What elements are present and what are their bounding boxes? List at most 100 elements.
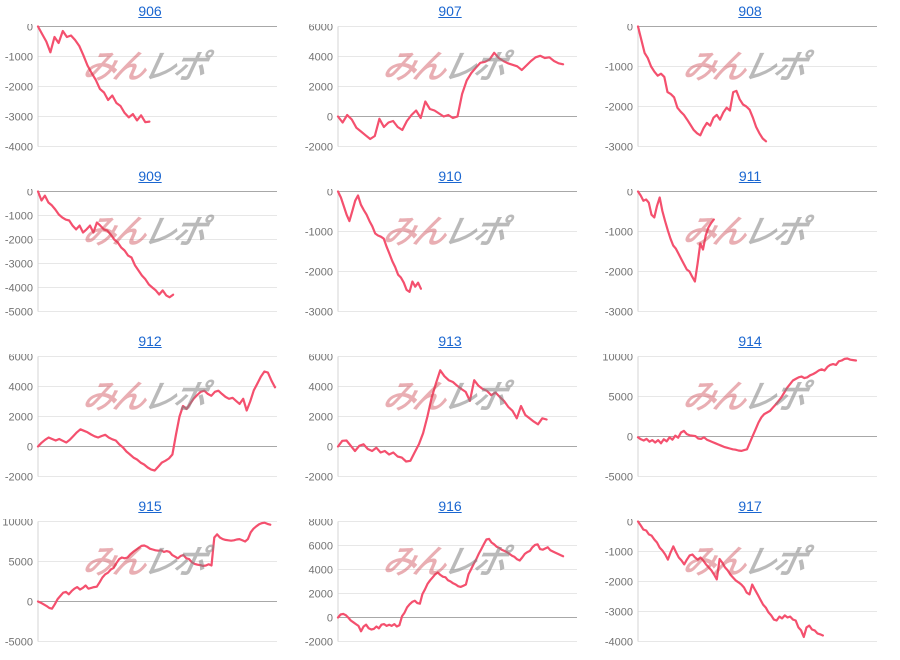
y-tick-label: 2000: [9, 412, 33, 424]
chart-title-row: 917: [600, 495, 900, 519]
line-chart-906: 0 -1000 -2000 -3000 -4000: [5, 24, 277, 154]
chart-link-915[interactable]: 915: [138, 498, 162, 514]
chart-cell-910: 910 0 -1000 -2000 -3000 みんレポ: [300, 165, 600, 330]
y-tick-label: 5000: [9, 557, 33, 569]
data-series-line: [636, 190, 715, 283]
chart-cell-906: 906 0 -1000 -2000 -3000 -4000 みんレポ: [0, 0, 300, 165]
data-series-line: [636, 357, 858, 453]
y-tick-label: -1000: [5, 52, 33, 64]
y-tick-label: -2000: [605, 577, 633, 589]
data-series-line: [36, 25, 151, 124]
y-tick-label: -4000: [605, 637, 633, 649]
chart-link-914[interactable]: 914: [738, 333, 762, 349]
chart-title-row: 910: [300, 165, 600, 189]
chart-cell-911: 911 0 -1000 -2000 -3000 みんレポ: [600, 165, 900, 330]
y-tick-label: -2000: [305, 267, 333, 279]
data-series-line: [336, 51, 565, 141]
y-tick-label: -2000: [5, 472, 33, 484]
y-tick-label: -5000: [5, 637, 33, 649]
y-tick-label: 2000: [309, 412, 333, 424]
y-tick-label: -2000: [605, 267, 633, 279]
y-tick-label: 0: [27, 24, 33, 34]
chart-link-916[interactable]: 916: [438, 498, 462, 514]
y-tick-label: -4000: [5, 142, 33, 154]
chart-link-908[interactable]: 908: [738, 3, 762, 19]
chart-cell-907: 907 6000 4000 2000 0 -2000 みんレポ: [300, 0, 600, 165]
y-tick-label: 10000: [602, 354, 633, 364]
y-tick-label: -2000: [305, 472, 333, 484]
data-series-line: [336, 190, 423, 294]
y-tick-label: 0: [27, 442, 33, 454]
y-tick-label: 4000: [309, 565, 333, 577]
y-tick-label: 0: [327, 112, 333, 124]
line-chart-916: 8000 6000 4000 2000 0 -2000: [305, 519, 577, 649]
chart-cell-917: 917 0 -1000 -2000 -3000 -4000 みんレポ: [600, 495, 900, 660]
data-series-line: [636, 25, 768, 143]
y-tick-label: -3000: [305, 307, 333, 319]
y-tick-label: 8000: [309, 519, 333, 529]
chart-cell-916: 916 8000 6000 4000 2000 0 -2000 みんレポ: [300, 495, 600, 660]
line-chart-914: 10000 5000 0 -5000: [602, 354, 877, 484]
line-chart-912: 6000 4000 2000 0 -2000: [5, 354, 277, 484]
y-tick-label: -1000: [605, 62, 633, 74]
chart-link-906[interactable]: 906: [138, 3, 162, 19]
chart-cell-908: 908 0 -1000 -2000 -3000 みんレポ: [600, 0, 900, 165]
y-tick-label: -1000: [5, 211, 33, 223]
y-tick-label: 4000: [309, 382, 333, 394]
y-tick-label: -3000: [605, 142, 633, 154]
y-tick-label: -2000: [305, 142, 333, 154]
chart-link-910[interactable]: 910: [438, 168, 462, 184]
y-tick-label: 2000: [309, 589, 333, 601]
y-tick-label: -2000: [5, 82, 33, 94]
chart-title-row: 908: [600, 0, 900, 24]
line-chart-908: 0 -1000 -2000 -3000: [605, 24, 877, 154]
chart-link-912[interactable]: 912: [138, 333, 162, 349]
line-chart-911: 0 -1000 -2000 -3000: [605, 189, 877, 319]
chart-cell-909: 909 0 -1000 -2000 -3000 -4000 -5000 みんレポ: [0, 165, 300, 330]
line-chart-910: 0 -1000 -2000 -3000: [305, 189, 577, 319]
y-tick-label: -3000: [605, 607, 633, 619]
chart-link-917[interactable]: 917: [738, 498, 762, 514]
y-tick-label: 0: [27, 597, 33, 609]
line-chart-915: 10000 5000 0 -5000: [2, 519, 277, 649]
line-chart-917: 0 -1000 -2000 -3000 -4000: [605, 519, 877, 649]
chart-link-907[interactable]: 907: [438, 3, 462, 19]
chart-link-911[interactable]: 911: [738, 168, 762, 184]
y-tick-label: -3000: [605, 307, 633, 319]
y-tick-label: 0: [327, 613, 333, 625]
y-tick-label: 6000: [309, 24, 333, 34]
chart-cell-915: 915 10000 5000 0 -5000 みんレポ: [0, 495, 300, 660]
chart-link-909[interactable]: 909: [138, 168, 162, 184]
chart-title-row: 906: [0, 0, 300, 24]
y-tick-label: -3000: [5, 112, 33, 124]
y-tick-label: 0: [627, 189, 633, 199]
chart-cell-912: 912 6000 4000 2000 0 -2000 みんレポ: [0, 330, 300, 495]
chart-title-row: 915: [0, 495, 300, 519]
chart-title-row: 916: [300, 495, 600, 519]
y-tick-label: 6000: [309, 541, 333, 553]
chart-link-913[interactable]: 913: [438, 333, 462, 349]
y-tick-label: -1000: [305, 227, 333, 239]
y-tick-label: -3000: [5, 259, 33, 271]
y-tick-label: -1000: [605, 547, 633, 559]
chart-title-row: 912: [0, 330, 300, 354]
y-tick-label: -5000: [605, 472, 633, 484]
data-series-line: [636, 520, 824, 639]
data-series-line: [336, 369, 548, 463]
chart-title-row: 907: [300, 0, 600, 24]
y-tick-label: 0: [627, 519, 633, 529]
data-series-line: [36, 521, 272, 610]
y-tick-label: -4000: [5, 283, 33, 295]
y-tick-label: 0: [627, 24, 633, 34]
y-tick-label: -5000: [5, 307, 33, 319]
y-tick-label: -2000: [305, 637, 333, 649]
y-tick-label: 0: [627, 432, 633, 444]
y-tick-label: 4000: [9, 382, 33, 394]
y-tick-label: 10000: [2, 519, 33, 529]
line-chart-909: 0 -1000 -2000 -3000 -4000 -5000: [5, 189, 277, 319]
y-tick-label: 2000: [309, 82, 333, 94]
data-series-line: [36, 190, 175, 299]
y-tick-label: -2000: [5, 235, 33, 247]
chart-title-row: 913: [300, 330, 600, 354]
chart-title-row: 909: [0, 165, 300, 189]
